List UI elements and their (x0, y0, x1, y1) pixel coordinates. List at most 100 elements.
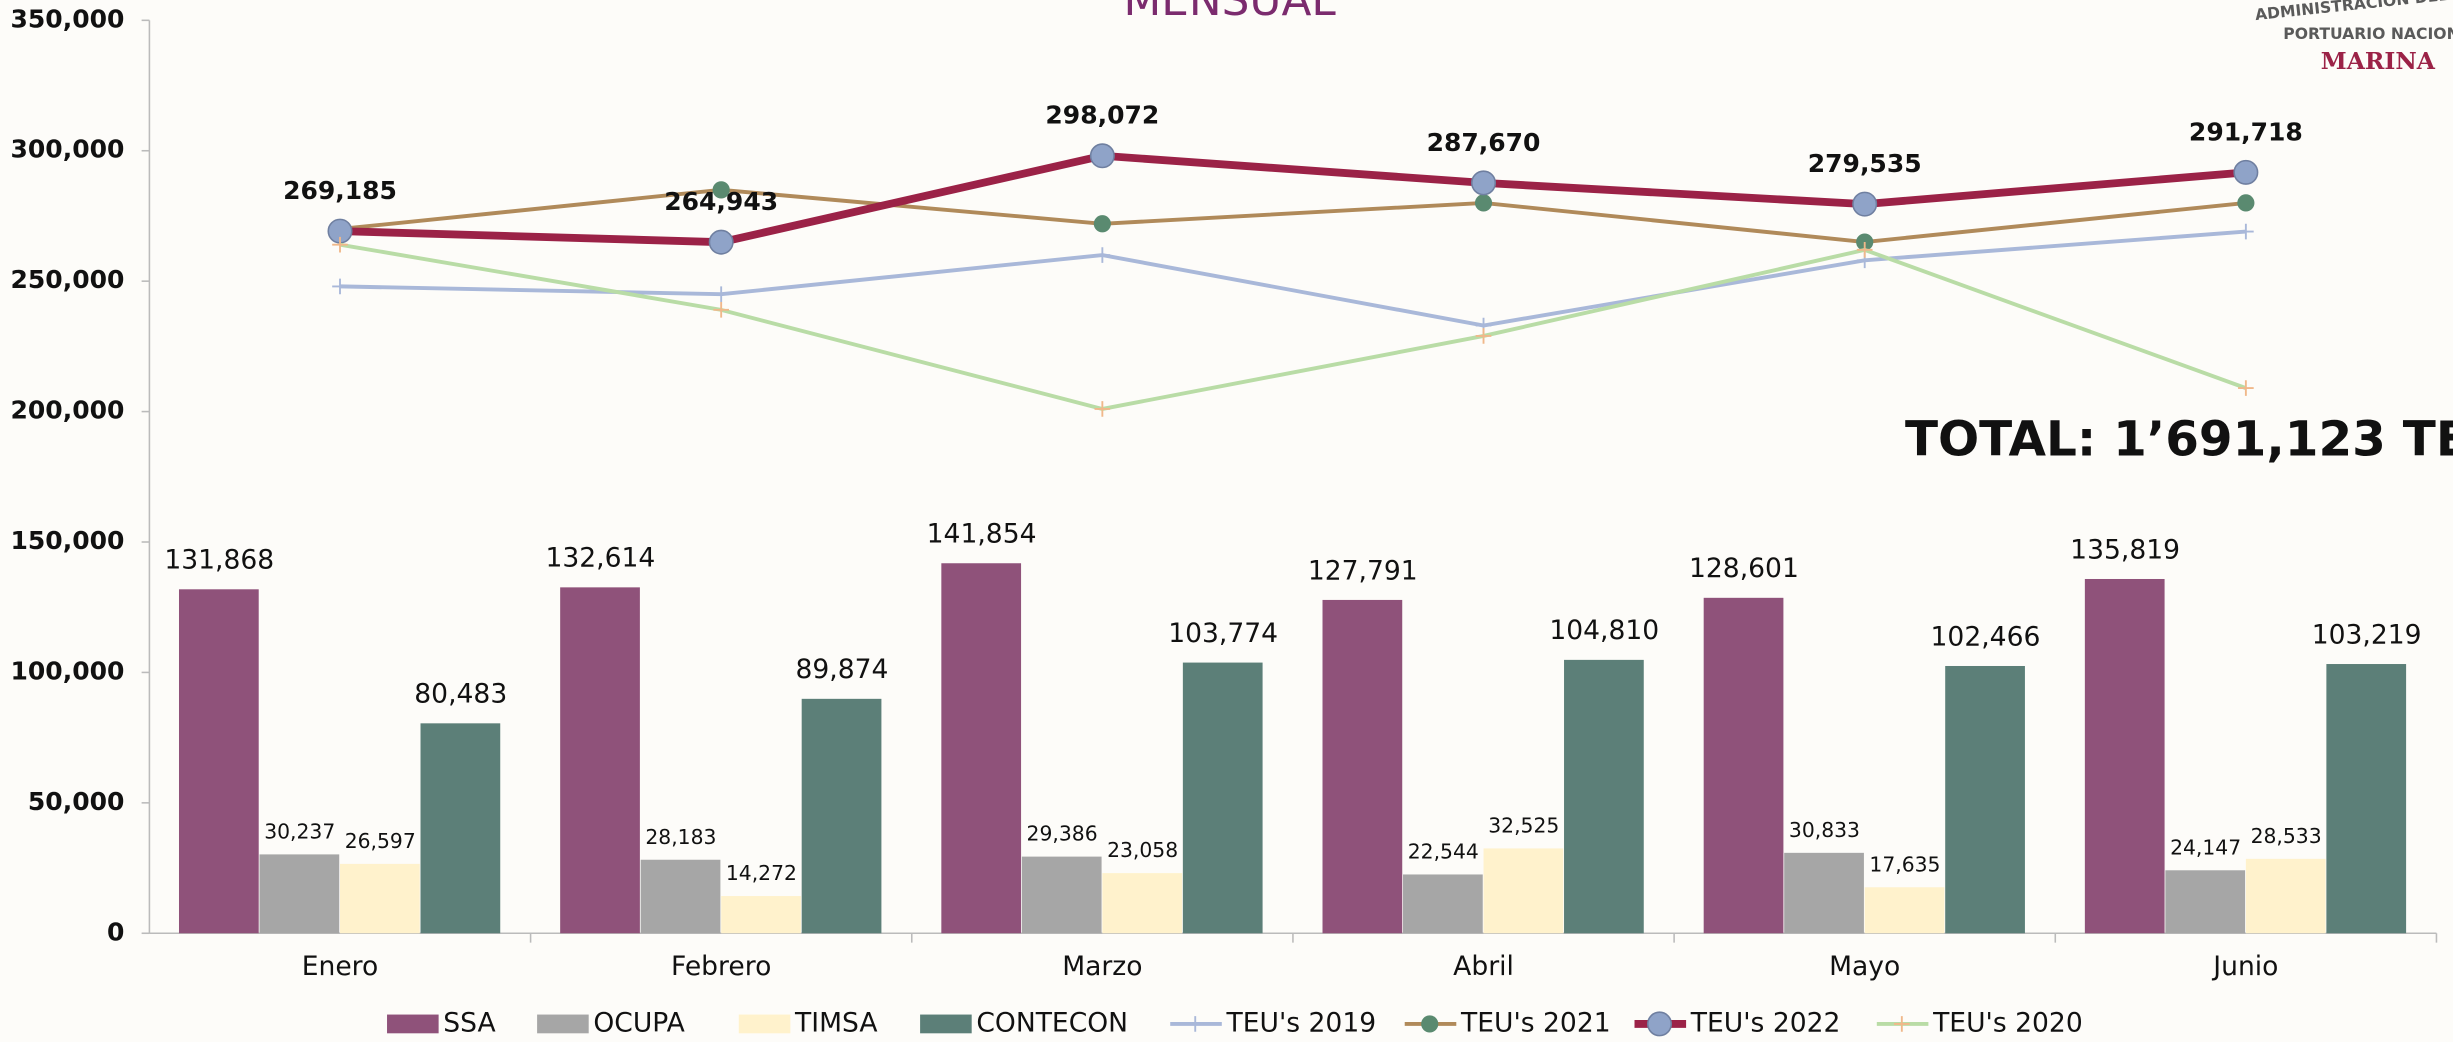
line-marker (2238, 223, 2254, 240)
y-tick-label: 150,000 (11, 526, 125, 555)
data-label: 135,819 (2070, 534, 2180, 565)
data-label: 104,810 (1549, 615, 1659, 646)
data-label: 30,833 (1789, 818, 1860, 842)
data-label: 22,544 (1408, 840, 1479, 864)
logo-text: PORTUARIO NACIONA (2283, 24, 2453, 43)
legend-label: OCUPA (593, 1007, 684, 1038)
bar (1182, 662, 1263, 934)
line (339, 229, 2247, 328)
bar (178, 589, 259, 934)
y-tick-label: 300,000 (11, 135, 125, 164)
bar (941, 563, 1022, 934)
bar (2326, 664, 2407, 934)
y-tick-label: 250,000 (11, 265, 125, 294)
data-label: 89,874 (795, 654, 888, 685)
data-label: 29,386 (1027, 822, 1098, 846)
bar (1945, 665, 2025, 934)
line-marker (1093, 215, 1111, 233)
data-label: 128,601 (1689, 553, 1799, 584)
logo-text: MARINA (2321, 47, 2436, 75)
data-label: 131,868 (164, 545, 274, 576)
x-tick-label: Marzo (1062, 951, 1142, 982)
bar (420, 723, 501, 934)
data-label: 30,237 (264, 820, 335, 844)
data-label: 17,635 (1869, 852, 1940, 876)
bar (1483, 848, 1564, 934)
bar (259, 854, 340, 934)
legend-label: TEU's 2019 (1226, 1007, 1377, 1038)
line (339, 187, 2247, 245)
line (339, 242, 2247, 411)
bar (2245, 858, 2326, 934)
bar (2084, 578, 2165, 934)
line-marker (1474, 194, 1493, 212)
line-marker (1094, 401, 1111, 417)
y-tick-label: 350,000 (11, 4, 125, 33)
legend-label: TEU's 2022 (1690, 1007, 1841, 1038)
data-label: 102,466 (1931, 621, 2041, 652)
data-label: 103,774 (1168, 618, 1278, 649)
legend-label: TEU's 2020 (1932, 1007, 2083, 1038)
data-label: 28,533 (2251, 824, 2322, 848)
logo-text: ADMINISTRACIÓN DEL SI (2254, 0, 2453, 24)
data-label: 14,272 (726, 861, 797, 885)
line-marker (2233, 159, 2259, 185)
data-label: 264,943 (664, 187, 778, 216)
line-marker (708, 229, 734, 255)
line-marker (1089, 143, 1115, 169)
data-label: 28,183 (645, 825, 716, 849)
legend-label: TIMSA (794, 1007, 878, 1038)
data-label: 32,525 (1488, 814, 1559, 838)
line-marker (1475, 328, 1492, 344)
bar (1403, 874, 1483, 934)
bar (1102, 873, 1183, 934)
bar (1864, 887, 1945, 934)
legend-marker (1421, 1015, 1439, 1033)
bar (1703, 597, 1784, 934)
bar (560, 587, 640, 934)
legend-label: TEU's 2021 (1460, 1007, 1611, 1038)
y-tick-label: 100,000 (11, 656, 125, 685)
bar (1322, 599, 1403, 934)
legend-swatch (738, 1014, 791, 1034)
line-marker (2237, 194, 2255, 212)
line-marker (332, 278, 348, 295)
bar (801, 698, 882, 934)
bar (640, 859, 721, 934)
legend-swatch (387, 1014, 439, 1034)
data-label: 132,614 (545, 543, 655, 574)
x-tick-label: Junio (2211, 951, 2278, 982)
data-label: 298,072 (1045, 101, 1159, 130)
line-marker (2238, 380, 2254, 396)
bar (721, 896, 801, 934)
legend-swatch (537, 1014, 589, 1034)
x-tick-label: Febrero (671, 951, 771, 982)
data-label: 23,058 (1107, 838, 1178, 862)
bar (1021, 856, 1102, 934)
data-label: 24,147 (2170, 835, 2241, 859)
bar (340, 863, 420, 934)
line-marker (713, 302, 729, 318)
line (339, 151, 2247, 247)
data-label: 287,670 (1427, 128, 1541, 157)
line-marker (1471, 170, 1497, 196)
y-tick-label: 0 (107, 917, 124, 946)
line-marker (1094, 247, 1111, 263)
legend-marker (1187, 1016, 1204, 1032)
legend-marker (1894, 1016, 1910, 1032)
line-marker (712, 181, 730, 199)
data-label: 80,483 (414, 679, 507, 710)
data-label: 103,219 (2312, 619, 2422, 650)
bar (1784, 852, 1864, 934)
total-annotation: TOTAL: 1’691,123 TEU´S (1905, 411, 2453, 467)
line-marker (713, 286, 729, 303)
line-marker (332, 236, 348, 253)
data-label: 141,854 (927, 519, 1037, 550)
x-tick-label: Enero (302, 951, 379, 982)
data-label: 26,597 (345, 829, 416, 853)
data-label: 291,718 (2189, 117, 2303, 146)
legend-marker (1647, 1011, 1673, 1037)
data-label: 269,185 (283, 176, 397, 205)
legend-swatch (920, 1014, 972, 1034)
